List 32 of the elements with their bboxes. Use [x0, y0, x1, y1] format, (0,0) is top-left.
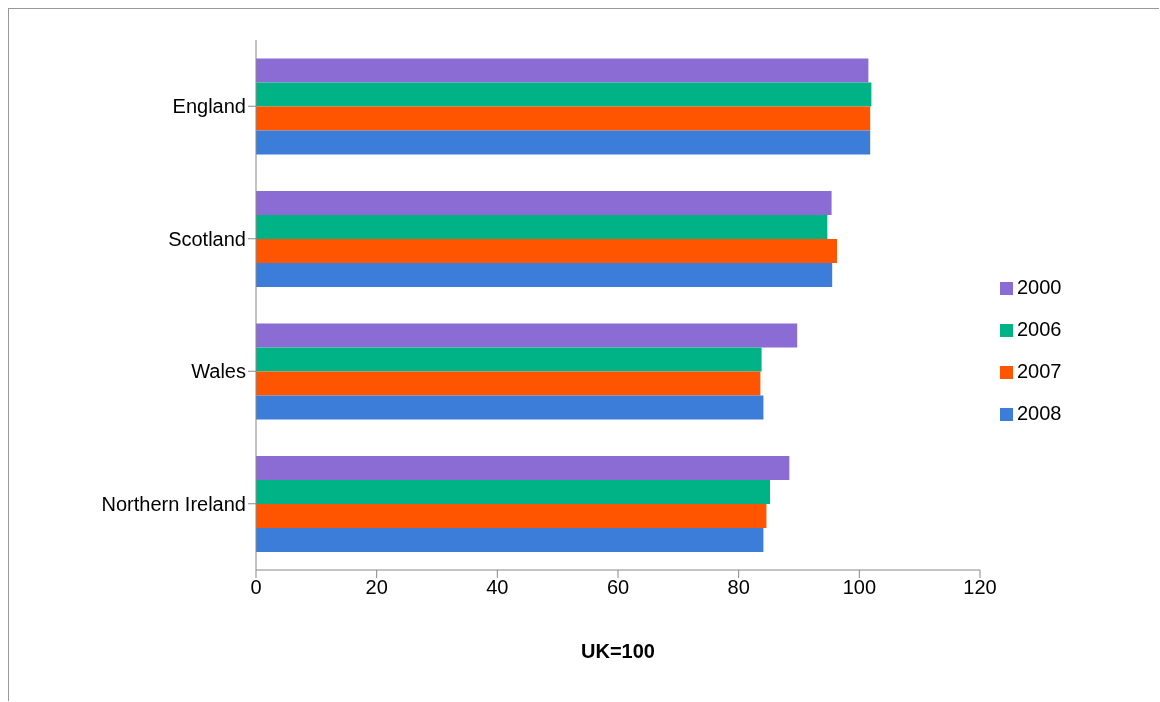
- bar: [256, 528, 764, 553]
- x-tick-label: 60: [606, 576, 630, 599]
- bar: [256, 263, 833, 288]
- bar: [256, 58, 869, 83]
- y-tick-label: Scotland: [168, 227, 246, 250]
- legend-label: 2000: [1017, 276, 1062, 298]
- x-tick-label: 20: [365, 576, 388, 599]
- bar: [256, 504, 767, 529]
- y-tick-label: England: [172, 95, 246, 118]
- x-tick-label: 120: [963, 576, 997, 599]
- x-tick-label: 80: [727, 576, 750, 599]
- bar: [256, 239, 838, 264]
- bar: [256, 323, 798, 348]
- y-tick-label: Wales: [191, 360, 246, 383]
- bar: [256, 191, 832, 216]
- bar: [256, 215, 828, 240]
- bar: [256, 347, 762, 372]
- x-tick-label: 40: [486, 576, 509, 599]
- x-tick-label: 100: [842, 576, 877, 599]
- bar: [256, 82, 872, 107]
- y-tick-label: Northern Ireland: [101, 492, 246, 515]
- x-axis-title: UK=100: [581, 640, 655, 662]
- legend-label: 2008: [1017, 402, 1062, 424]
- bar: [256, 395, 764, 420]
- bar: [256, 456, 790, 481]
- x-tick-label: 0: [250, 576, 262, 599]
- bar: [256, 130, 871, 155]
- bar: [256, 480, 771, 505]
- legend-label: 2007: [1017, 360, 1062, 382]
- legend-label: 2006: [1017, 318, 1062, 340]
- bar: [256, 106, 871, 131]
- bar: [256, 371, 761, 396]
